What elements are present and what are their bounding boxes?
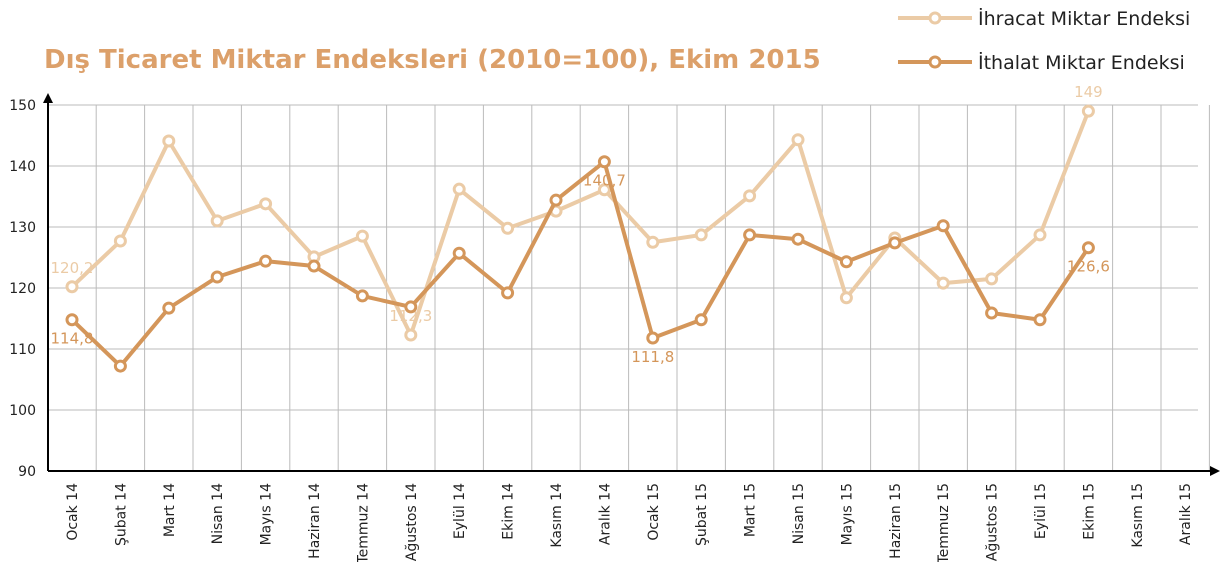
data-label: 126,6 — [1067, 258, 1110, 276]
y-tick-label: 150 — [9, 98, 36, 114]
x-tick-label: Ocak 15 — [646, 483, 662, 541]
x-tick-label: Mayıs 15 — [839, 483, 855, 545]
data-point — [646, 235, 660, 249]
data-label: 111,8 — [631, 348, 674, 366]
data-point — [1081, 241, 1095, 255]
data-point — [65, 280, 79, 294]
data-point — [259, 197, 273, 211]
data-label: 112,3 — [389, 307, 432, 325]
x-tick-label: Ağustos 14 — [404, 483, 420, 561]
x-tick-label: Mart 14 — [162, 483, 178, 537]
data-label: 140,7 — [583, 172, 626, 190]
data-point — [646, 331, 660, 345]
data-point — [259, 254, 273, 268]
data-point — [694, 313, 708, 327]
data-point — [113, 234, 127, 248]
x-tick-label: Mart 15 — [743, 483, 759, 537]
x-tick-label: Nisan 15 — [791, 483, 807, 544]
data-point — [404, 300, 418, 314]
y-tick-label: 120 — [9, 281, 36, 297]
data-label: 120,2 — [51, 259, 94, 277]
data-point — [1033, 313, 1047, 327]
data-point — [307, 259, 321, 273]
data-label: 114,8 — [51, 330, 94, 348]
data-point — [888, 236, 902, 250]
x-tick-label: Ekim 15 — [1081, 483, 1097, 540]
data-point — [839, 291, 853, 305]
data-point — [839, 255, 853, 269]
data-point — [162, 134, 176, 148]
legend-label: İhracat Miktar Endeksi — [978, 7, 1190, 30]
y-tick-label: 140 — [9, 159, 36, 175]
x-tick-label: Aralık 14 — [597, 483, 613, 545]
series-line — [70, 159, 1091, 369]
x-tick-label: Aralık 15 — [1178, 483, 1194, 545]
data-point — [743, 189, 757, 203]
data-point — [985, 306, 999, 320]
y-tick-label: 90 — [18, 464, 36, 480]
x-tick-label: Temmuz 14 — [355, 483, 371, 562]
y-tick-label: 110 — [9, 342, 36, 358]
data-point — [549, 193, 563, 207]
x-tick-label: Eylül 14 — [452, 483, 468, 539]
x-tick-label: Şubat 15 — [694, 483, 710, 546]
data-point — [404, 328, 418, 342]
data-point — [501, 221, 515, 235]
legend-marker — [928, 11, 942, 25]
data-point — [1081, 104, 1095, 118]
data-point — [936, 219, 950, 233]
y-tick-label: 100 — [9, 403, 36, 419]
x-tick-label: Temmuz 15 — [936, 483, 952, 562]
x-tick-label: Mayıs 14 — [259, 483, 275, 545]
data-point — [694, 228, 708, 242]
data-point — [210, 270, 224, 284]
data-point — [355, 229, 369, 243]
y-tick-label: 130 — [9, 220, 36, 236]
legend-marker — [928, 55, 942, 69]
x-tick-label: Şubat 14 — [113, 483, 129, 546]
data-point — [791, 133, 805, 147]
data-point — [597, 183, 611, 197]
data-point — [597, 155, 611, 169]
data-point — [113, 359, 127, 373]
legend-label: İthalat Miktar Endeksi — [978, 51, 1185, 74]
data-point — [501, 286, 515, 300]
data-point — [452, 246, 466, 260]
x-tick-label: Haziran 15 — [888, 483, 904, 559]
data-point — [162, 301, 176, 315]
data-point — [355, 289, 369, 303]
x-tick-label: Kasım 14 — [549, 483, 565, 548]
data-label: 149 — [1074, 83, 1103, 101]
data-point — [1033, 228, 1047, 242]
y-axis-arrow — [43, 93, 53, 103]
x-tick-label: Ocak 14 — [65, 483, 81, 541]
x-tick-label: Haziran 14 — [307, 483, 323, 559]
data-point — [210, 214, 224, 228]
data-point — [936, 276, 950, 290]
data-point — [65, 313, 79, 327]
x-tick-label: Nisan 14 — [210, 483, 226, 544]
data-point — [452, 182, 466, 196]
chart-title: Dış Ticaret Miktar Endeksleri (2010=100)… — [44, 45, 821, 75]
data-point — [985, 272, 999, 286]
series-line — [70, 110, 1091, 337]
data-point — [791, 232, 805, 246]
data-point — [743, 228, 757, 242]
x-tick-label: Kasım 15 — [1130, 483, 1146, 548]
x-tick-label: Eylül 15 — [1033, 483, 1049, 539]
x-axis-arrow — [1210, 466, 1220, 476]
x-tick-label: Ekim 14 — [501, 483, 517, 540]
x-tick-label: Ağustos 15 — [985, 483, 1001, 561]
